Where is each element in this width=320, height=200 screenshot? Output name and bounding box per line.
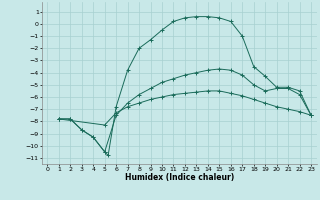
X-axis label: Humidex (Indice chaleur): Humidex (Indice chaleur) xyxy=(124,173,234,182)
